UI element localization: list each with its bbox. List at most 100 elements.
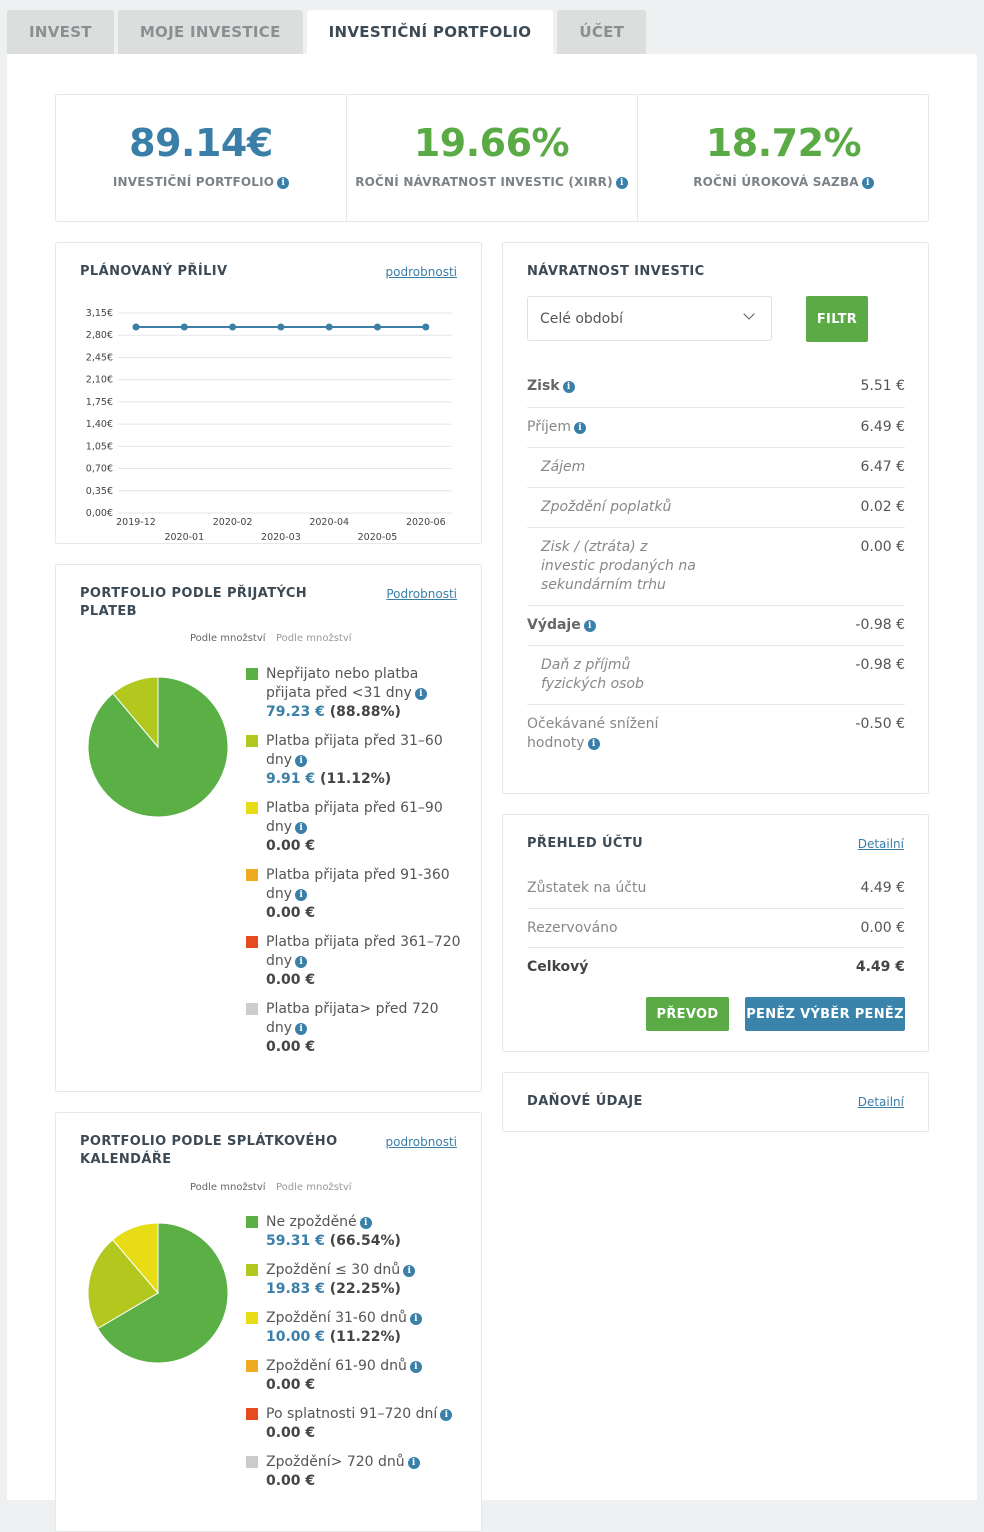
payments-portfolio-title: PORTFOLIO PODLE PŘIJATÝCH PLATEB (80, 586, 308, 619)
legend-amount: 10.00 € (266, 1329, 325, 1345)
data-point[interactable] (132, 323, 140, 331)
info-icon[interactable]: i (573, 422, 586, 434)
schedule-details-link[interactable]: podrobnosti (385, 1135, 457, 1149)
account-total-value: 4.49 € (855, 959, 905, 975)
info-icon[interactable]: i (440, 1409, 453, 1421)
pie-slice[interactable] (96, 1222, 229, 1364)
stat-portfolio: 89.14€ INVESTIČNÍ PORTFOLIO i (56, 95, 346, 221)
legend-amount: 0.00 € (266, 1039, 316, 1055)
info-icon[interactable]: i (587, 738, 600, 750)
x-tick-label: 2020-04 (309, 517, 349, 528)
legend-amount: 0.00 € (266, 838, 316, 854)
info-icon[interactable]: i (359, 1217, 372, 1229)
x-tick-label: 2020-01 (164, 532, 204, 543)
withdraw-button[interactable]: PENĚZ VÝBĚR PENĚZ (745, 997, 905, 1031)
info-icon[interactable]: i (409, 1361, 422, 1373)
legend-swatch (246, 936, 258, 948)
toggle-by-amount[interactable]: Podle množství (190, 633, 266, 644)
account-details-link[interactable]: Detailní (857, 837, 904, 851)
info-icon[interactable]: i (295, 1023, 308, 1035)
tab-invest[interactable]: INVEST (7, 10, 114, 54)
data-point[interactable] (422, 323, 430, 331)
info-icon[interactable]: i (295, 822, 308, 834)
pie-slice[interactable] (87, 1238, 159, 1330)
info-icon[interactable]: i (407, 1457, 420, 1469)
legend-percent: (11.22%) (329, 1329, 401, 1345)
period-select[interactable]: Celé období (527, 296, 772, 341)
legend-amount: 19.83 € (266, 1281, 325, 1297)
data-point[interactable] (229, 323, 237, 331)
x-tick-label: 2020-02 (213, 517, 253, 528)
y-tick-label: 1,40€ (86, 419, 113, 430)
x-tick-label: 2020-06 (406, 517, 446, 528)
payments-details-link[interactable]: Podrobnosti (386, 587, 457, 601)
investment-returns-card: NÁVRATNOST INVESTIC Celé období FILTR Zi… (502, 242, 929, 794)
data-point[interactable] (325, 323, 333, 331)
info-icon[interactable]: i (295, 956, 308, 968)
returns-row-value: -0.50 € (855, 716, 905, 732)
period-select-value: Celé období (540, 311, 624, 327)
data-point[interactable] (277, 323, 285, 331)
returns-row-value: 6.47 € (860, 459, 905, 475)
transfer-button[interactable]: PŘEVOD (646, 997, 729, 1031)
legend-item: Platba přijata> před 720 dny i 0.00 € (246, 1000, 461, 1057)
legend-label: Zpoždění ≤ 30 dnů (266, 1262, 401, 1278)
info-icon[interactable]: i (562, 381, 575, 393)
legend-amount: 59.31 € (266, 1233, 325, 1249)
stat-portfolio-label: INVESTIČNÍ PORTFOLIO (112, 175, 275, 189)
info-icon[interactable]: i (295, 755, 308, 767)
info-icon[interactable]: i (583, 620, 596, 632)
investment-returns-title: NÁVRATNOST INVESTIC (527, 264, 705, 279)
tax-details-link[interactable]: Detailní (857, 1095, 904, 1109)
tab-my-investments[interactable]: MOJE INVESTICE (117, 10, 303, 54)
planned-inflow-details-link[interactable]: podrobnosti (385, 265, 457, 279)
pie-slice[interactable] (111, 1222, 159, 1295)
main-panel: 89.14€ INVESTIČNÍ PORTFOLIO i 19.66% ROČN… (7, 54, 977, 1532)
legend-swatch (246, 668, 258, 680)
y-tick-label: 1,75€ (86, 397, 113, 408)
legend-item: Zpoždění> 720 dnů i 0.00 € (246, 1453, 461, 1491)
legend-amount: 0.00 € (266, 1377, 316, 1393)
returns-row-label: Zisk (527, 378, 560, 394)
legend-swatch (246, 1312, 258, 1324)
stat-interest-rate-label: ROČNÍ ÚROKOVÁ SAZBA (693, 175, 859, 189)
info-icon[interactable]: i (277, 177, 290, 189)
info-icon[interactable]: i (403, 1265, 416, 1277)
legend-label: Platba přijata před 91-360 dny (266, 867, 450, 902)
info-icon[interactable]: i (409, 1313, 422, 1325)
filter-button[interactable]: FILTR (806, 296, 868, 342)
returns-row: Zájem 6.47 € (527, 447, 905, 487)
stats-card: 89.14€ INVESTIČNÍ PORTFOLIO i 19.66% ROČN… (55, 94, 929, 222)
legend-item: Platba přijata před 31–60 dny i 9.91 € (11… (246, 732, 461, 789)
x-tick-label: 2020-03 (261, 532, 301, 543)
data-point[interactable] (374, 323, 381, 331)
info-icon[interactable]: i (295, 889, 308, 901)
returns-row-value: 6.49 € (860, 419, 905, 435)
y-tick-label: 0,00€ (86, 508, 113, 519)
legend-percent: (22.25%) (329, 1281, 401, 1297)
returns-row: Očekávané snížení hodnoty i -0.50 € (527, 704, 905, 764)
chevron-down-icon (743, 308, 755, 320)
returns-row-label: Daň z příjmů fyzických osob (541, 657, 644, 692)
legend-label: Platba přijata> před 720 dny (266, 1001, 439, 1036)
returns-row-label: Příjem (527, 419, 571, 435)
payments-portfolio-card: PORTFOLIO PODLE PŘIJATÝCH PLATEB Podrobno… (55, 564, 482, 1092)
schedule-portfolio-title: PORTFOLIO PODLE SPLÁTKOVÉHO KALENDÁŘE (80, 1134, 338, 1167)
data-point[interactable] (180, 323, 188, 331)
planned-inflow-chart: 3,15€ 2,80€ 2,45€ 2,10€ 1,75€ 1,40€ 1,05€ 0,70€… (86, 308, 452, 543)
legend-swatch (246, 1360, 258, 1372)
account-reserved-value: 0.00 € (860, 920, 905, 936)
toggle-by-amount[interactable]: Podle množství (190, 1182, 266, 1193)
tab-investment-portfolio[interactable]: INVESTIČNÍ PORTFOLIO (306, 10, 554, 54)
info-icon[interactable]: i (414, 688, 427, 700)
info-icon[interactable]: i (615, 177, 628, 189)
toggle-by-count[interactable]: Podle množství (276, 633, 352, 644)
tab-account[interactable]: ÚČET (557, 10, 647, 54)
account-overview-title: PŘEHLED ÚČTU (527, 836, 644, 851)
stat-portfolio-value: 89.14€ (129, 121, 273, 165)
legend-amount: 0.00 € (266, 972, 316, 988)
legend-item: Zpoždění 31-60 dnů i 10.00 € (11.22%) (246, 1309, 461, 1347)
pie-slice[interactable] (112, 676, 159, 749)
toggle-by-count[interactable]: Podle množství (276, 1182, 352, 1193)
info-icon[interactable]: i (861, 177, 874, 189)
